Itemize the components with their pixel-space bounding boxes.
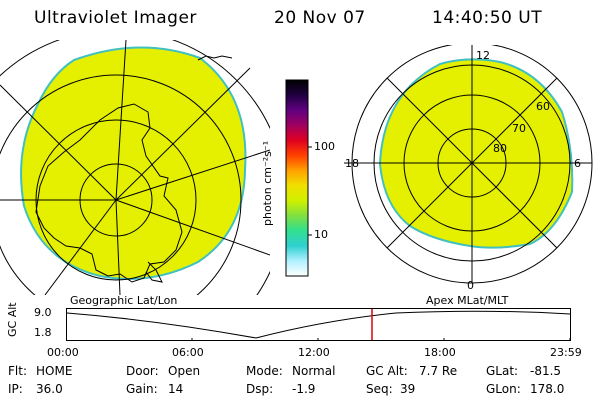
flt-label: Flt:	[8, 364, 27, 378]
dsp-label: Dsp:	[246, 382, 274, 396]
mlt-label-18: 18	[345, 157, 359, 170]
antarctica-coastline	[35, 103, 183, 283]
mode-label: Mode:	[246, 364, 283, 378]
seq-label: Seq:	[366, 382, 393, 396]
colorbar-tick-10: 10	[314, 228, 328, 241]
observation-time: 14:40:50 UT	[432, 8, 543, 28]
colorbar-tick-100: 100	[314, 140, 335, 153]
seq-value: 39	[400, 382, 416, 396]
observation-date: 20 Nov 07	[274, 8, 366, 28]
polar-grid	[344, 45, 593, 284]
mlt-label-6: 6	[574, 157, 581, 170]
time-tick-1200: 12:00	[298, 346, 330, 359]
altitude-ytick-bottom: 1.8	[34, 326, 52, 339]
time-tick-2359: 23:59	[550, 346, 582, 359]
mode-value: Normal	[292, 364, 336, 378]
geo-map-caption: Geographic Lat/Lon	[70, 294, 178, 307]
colorbar-gradient	[285, 79, 309, 277]
polar-map-caption: Apex MLat/MLT	[426, 294, 509, 307]
peninsula-coastline	[145, 261, 163, 283]
time-tick-0000: 00:00	[47, 346, 79, 359]
flt-value: HOME	[36, 364, 73, 378]
mlt-label-12: 12	[476, 49, 490, 62]
door-value: Open	[168, 364, 201, 378]
ip-label: IP:	[8, 382, 23, 396]
mlat-label-60: 60	[536, 100, 550, 113]
glon-value: 178.0	[530, 382, 565, 396]
ip-value: 36.0	[36, 382, 63, 396]
gc-alt-label: GC Alt:	[366, 364, 408, 378]
dsp-value: -1.9	[292, 382, 316, 396]
mlt-label-0: 0	[467, 279, 474, 292]
gain-value: 14	[168, 382, 184, 396]
door-label: Door:	[126, 364, 159, 378]
mlat-label-70: 70	[512, 122, 526, 135]
altitude-curve	[66, 310, 571, 339]
mlat-label-80: 80	[493, 142, 507, 155]
geographic-map	[0, 40, 270, 295]
altitude-timeline-plot	[66, 308, 571, 341]
instrument-title: Ultraviolet Imager	[34, 8, 197, 28]
auroral-emission-fill	[20, 46, 247, 280]
polar-emission-fill	[378, 58, 574, 249]
glon-label: GLon:	[486, 382, 521, 396]
glat-value: -81.5	[530, 364, 562, 378]
south-america-tip	[197, 55, 233, 61]
glat-label: GLat:	[486, 364, 519, 378]
lat-lon-grid	[0, 40, 270, 295]
altitude-ylabel: GC Alt	[6, 302, 19, 337]
gain-label: Gain:	[126, 382, 158, 396]
intensity-colorbar: photon cm⁻²s⁻¹	[261, 79, 312, 277]
altitude-ytick-top: 9.0	[34, 306, 52, 319]
polar-mlat-mlt-map: 12 18 6 0 60 70 80	[344, 45, 593, 292]
time-tick-0600: 06:00	[172, 346, 204, 359]
gc-alt-value: 7.7 Re	[419, 364, 458, 378]
time-tick-1800: 18:00	[424, 346, 456, 359]
colorbar-unit-label: photon cm⁻²s⁻¹	[261, 141, 274, 226]
